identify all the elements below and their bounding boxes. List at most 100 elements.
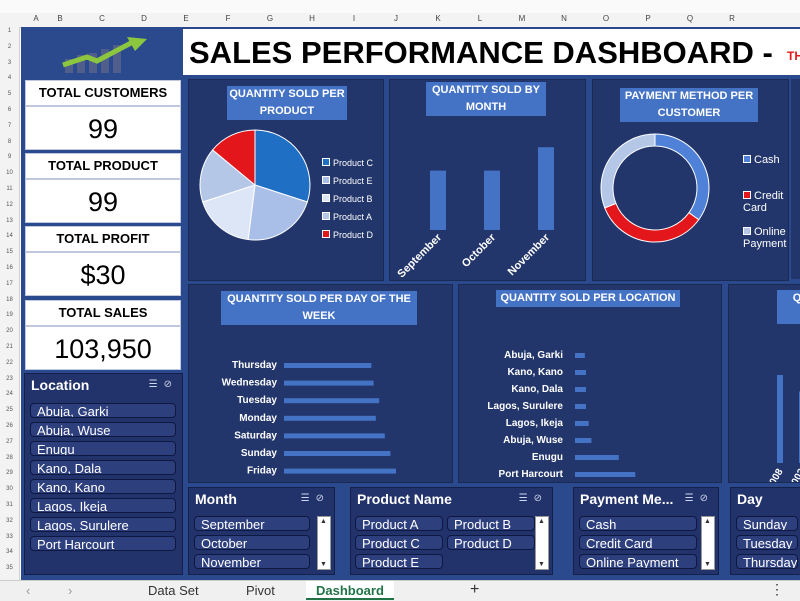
column-header[interactable]: E (183, 14, 189, 23)
slicer-item[interactable]: Product E (355, 554, 443, 569)
slicer-payment[interactable]: Payment Me... ☰⊘ Cash Credit Card Online P… (573, 487, 719, 575)
row-header[interactable]: 21 (6, 344, 13, 350)
row-header[interactable]: 23 (6, 375, 13, 382)
row-header[interactable]: 9 (7, 154, 12, 161)
slicer-item[interactable]: Kano, Dala (30, 460, 176, 475)
tab-dashboard[interactable]: Dashboard (306, 581, 394, 600)
row-header[interactable]: 12 (6, 201, 13, 208)
row-header[interactable]: 4 (7, 75, 12, 82)
row-header[interactable]: 8 (7, 138, 12, 145)
more-options-icon[interactable]: ⋮ (770, 581, 784, 597)
slicer-item[interactable]: Cash (579, 516, 697, 531)
row-header[interactable]: 33 (6, 533, 13, 540)
slicer-location-filter-icons[interactable]: ☰⊘ (148, 379, 178, 390)
row-header[interactable]: 10 (6, 170, 13, 177)
slicer-item[interactable]: November (194, 554, 310, 569)
slicer-item[interactable]: Sunday (736, 516, 798, 531)
column-header[interactable]: J (394, 14, 398, 23)
scroll-left-icon[interactable]: ‹ (26, 583, 31, 598)
column-header[interactable]: K (435, 14, 441, 23)
row-header[interactable]: 16 (6, 265, 13, 271)
row-header[interactable]: 27 (6, 438, 13, 445)
panel-day-bar[interactable]: QUANTITY SOLD PER DAY OF THE WEEK Thursd… (188, 284, 453, 483)
slicer-month-scrollbar[interactable]: ▲ ▼ (317, 516, 331, 570)
slicer-item[interactable]: Online Payment (579, 554, 697, 569)
row-header[interactable]: 13 (6, 217, 13, 224)
slicer-item[interactable]: Product A (355, 516, 443, 531)
slicer-item[interactable]: Port Harcourt (30, 536, 176, 551)
column-header[interactable]: O (602, 14, 610, 23)
column-header[interactable]: C (99, 14, 105, 23)
slicer-item[interactable]: Lagos, Ikeja (30, 498, 176, 513)
column-header[interactable]: F (225, 14, 231, 23)
slicer-item[interactable]: October (194, 535, 310, 550)
column-header[interactable]: B (57, 14, 63, 23)
column-header[interactable]: P (645, 14, 651, 23)
add-sheet-button[interactable]: + (470, 581, 480, 598)
scroll-right-icon[interactable]: › (68, 583, 73, 598)
row-header[interactable]: 35 (6, 565, 13, 572)
row-header[interactable]: 26 (6, 423, 13, 429)
slicer-product-filter-icons[interactable]: ☰⊘ (518, 493, 548, 504)
column-header[interactable]: N (561, 14, 567, 23)
slicer-item[interactable]: Thursday (736, 554, 798, 569)
row-header[interactable]: 30 (6, 486, 13, 493)
panel-location-bar[interactable]: QUANTITY SOLD PER LOCATION Abuja, Garki K… (458, 284, 722, 483)
slicer-payment-scrollbar[interactable]: ▲ ▼ (701, 516, 715, 570)
row-header[interactable]: 32 (6, 517, 13, 524)
column-header[interactable]: G (266, 14, 274, 23)
column-header[interactable]: M (518, 14, 526, 23)
row-header[interactable]: 6 (7, 107, 12, 113)
row-header[interactable]: 29 (6, 470, 13, 477)
row-header[interactable]: 5 (7, 91, 12, 98)
row-header[interactable]: 34 (6, 549, 13, 556)
slicer-item[interactable]: Product B (447, 516, 535, 531)
column-header[interactable]: I (352, 14, 356, 23)
panel-product-pie[interactable]: QUANTITY SOLD PER PRODUCT Product C Produ… (188, 79, 384, 281)
slicer-item[interactable]: Credit Card (579, 535, 697, 550)
row-header[interactable]: 17 (6, 280, 13, 287)
slicer-product-scrollbar[interactable]: ▲ ▼ (535, 516, 549, 570)
row-header[interactable]: 1 (7, 28, 12, 34)
panel-payment-donut[interactable]: PAYMENT METHOD PER CUSTOMER Cash Credit C… (592, 79, 789, 281)
row-header[interactable]: 19 (6, 312, 13, 319)
slicer-month-filter-icons[interactable]: ☰⊘ (300, 493, 330, 504)
slicer-item[interactable]: Lagos, Surulere (30, 517, 176, 532)
slicer-item[interactable]: Enugu (30, 441, 176, 456)
row-header[interactable]: 31 (6, 502, 13, 508)
panel-salesperson-bar[interactable]: Q SP008SP003 (728, 284, 800, 483)
column-header[interactable]: D (141, 14, 147, 23)
slicer-month[interactable]: Month ☰⊘ September October November ▲ ▼ (188, 487, 335, 575)
row-header[interactable]: 18 (6, 296, 13, 303)
row-header[interactable]: 20 (6, 328, 13, 335)
column-header[interactable]: H (309, 14, 315, 23)
row-header[interactable]: 2 (7, 43, 12, 50)
tab-pivot[interactable]: Pivot (246, 583, 275, 598)
row-header[interactable]: 22 (6, 359, 13, 366)
row-header[interactable]: 11 (6, 186, 13, 192)
slicer-item[interactable]: Tuesday (736, 535, 798, 550)
slicer-day[interactable]: Day Sunday Tuesday Thursday (730, 487, 800, 575)
slicer-item[interactable]: Product C (355, 535, 443, 550)
row-header[interactable]: 3 (7, 59, 12, 66)
slicer-product[interactable]: Product Name ☰⊘ Product A Product B Produc… (350, 487, 553, 575)
column-header[interactable]: R (729, 14, 735, 23)
tab-data-set[interactable]: Data Set (148, 583, 199, 598)
panel-month-bar[interactable]: QUANTITY SOLD BY MONTH September October N… (389, 79, 586, 281)
row-header[interactable]: 15 (6, 249, 13, 256)
column-header[interactable]: L (477, 14, 483, 23)
slicer-item[interactable]: Abuja, Wuse (30, 422, 176, 437)
slicer-location[interactable]: Location ☰⊘ Abuja, Garki Abuja, Wuse Enugu… (24, 373, 183, 575)
column-header[interactable]: Q (686, 14, 694, 23)
slicer-item[interactable]: September (194, 516, 310, 531)
row-header[interactable]: 25 (6, 407, 13, 414)
row-header[interactable]: 28 (6, 454, 13, 461)
row-header[interactable]: 7 (7, 122, 12, 129)
row-header[interactable]: 24 (6, 391, 13, 398)
slicer-item[interactable]: Product D (447, 535, 535, 550)
slicer-payment-filter-icons[interactable]: ☰⊘ (684, 493, 714, 504)
slicer-item[interactable]: Abuja, Garki (30, 403, 176, 418)
column-header[interactable]: A (33, 14, 39, 23)
slicer-item[interactable]: Kano, Kano (30, 479, 176, 494)
row-header[interactable]: 14 (6, 233, 13, 240)
